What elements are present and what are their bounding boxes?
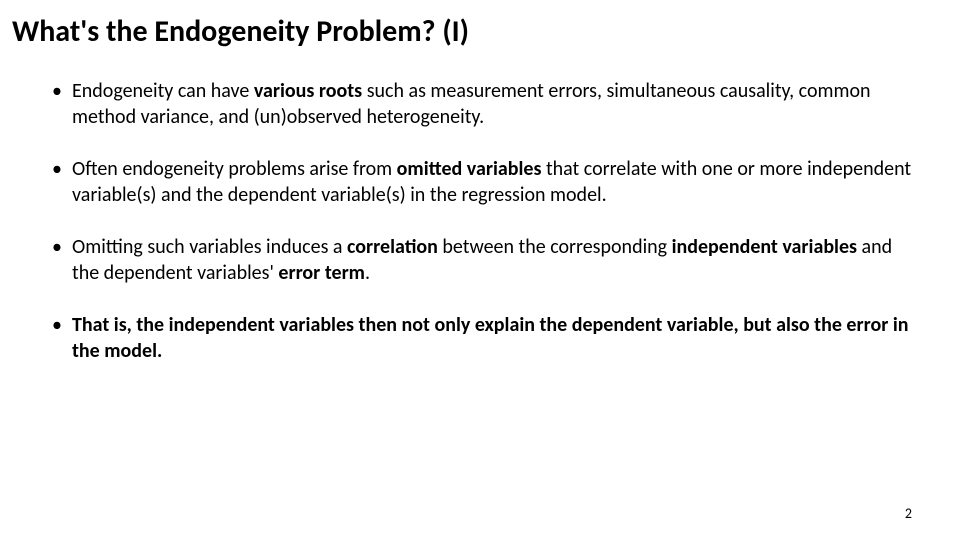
- bold-text: independent variables: [672, 235, 857, 259]
- bullet-item: Omitting such variables induces a correl…: [48, 234, 912, 286]
- body-text: Often endogeneity problems arise from: [72, 157, 397, 181]
- bullet-list: Endogeneity can have various roots such …: [0, 50, 960, 364]
- body-text: .: [365, 261, 370, 285]
- page-number: 2: [905, 505, 912, 522]
- bold-text: various roots: [254, 79, 362, 103]
- body-text: Omitting such variables induces a: [72, 235, 347, 259]
- bullet-item: That is, the independent variables then …: [48, 312, 912, 364]
- body-text: Endogeneity can have: [72, 79, 254, 103]
- bullet-item: Often endogeneity problems arise from om…: [48, 156, 912, 208]
- body-text: between the corresponding: [438, 235, 672, 259]
- bold-text: omitted variables: [397, 157, 542, 181]
- bold-text: correlation: [347, 235, 438, 259]
- bullet-item: Endogeneity can have various roots such …: [48, 78, 912, 130]
- slide-title: What's the Endogeneity Problem? (I): [0, 0, 960, 50]
- bold-text: That is, the independent variables then …: [72, 313, 908, 363]
- bold-text: error term: [278, 261, 365, 285]
